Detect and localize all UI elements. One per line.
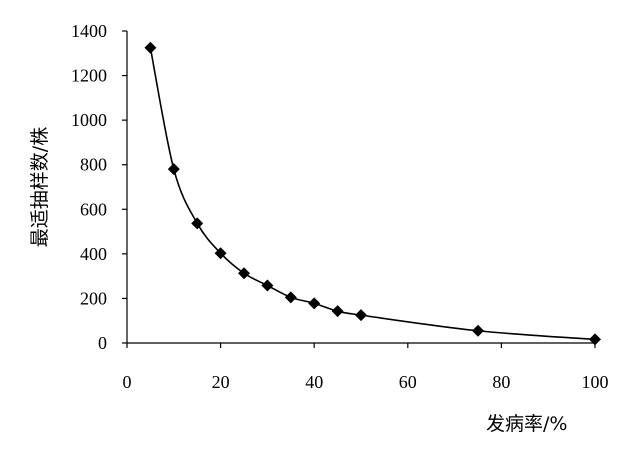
data-point (308, 297, 321, 310)
data-point (331, 305, 344, 318)
x-tick-label: 100 (582, 372, 609, 392)
y-tick-label: 200 (80, 288, 107, 308)
data-point (191, 217, 204, 230)
data-point (284, 291, 297, 304)
y-tick-label: 1400 (71, 21, 107, 41)
y-tick-label: 800 (80, 155, 107, 175)
y-tick-label: 1200 (71, 66, 107, 86)
y-tick-label: 600 (80, 199, 107, 219)
x-tick-label: 20 (212, 372, 230, 392)
plot-area: 0 200 400 600 800 1000 1200 1400 0 20 40 60 80 100 (71, 21, 609, 392)
x-tick-label: 40 (305, 372, 323, 392)
series-markers (144, 41, 601, 346)
y-axis-ticks: 0 200 400 600 800 1000 1200 1400 (71, 21, 127, 353)
x-axis-title: 发病率/% (486, 413, 567, 435)
x-axis-ticks: 0 20 40 60 80 100 (123, 343, 609, 392)
data-point (472, 324, 484, 337)
x-tick-label: 0 (123, 372, 132, 392)
y-tick-label: 400 (80, 244, 107, 264)
data-point (144, 41, 157, 54)
data-point (355, 309, 367, 322)
data-point (589, 333, 601, 346)
x-tick-label: 60 (399, 372, 417, 392)
data-point (261, 279, 274, 292)
x-tick-label: 80 (492, 372, 510, 392)
data-point (214, 247, 227, 260)
y-tick-label: 0 (98, 333, 107, 353)
y-axis-title: 最适抽样数/株 (29, 127, 51, 247)
data-point (238, 267, 250, 280)
series-curve (149, 47, 596, 341)
y-tick-label: 1000 (71, 110, 107, 130)
data-point (167, 163, 180, 176)
